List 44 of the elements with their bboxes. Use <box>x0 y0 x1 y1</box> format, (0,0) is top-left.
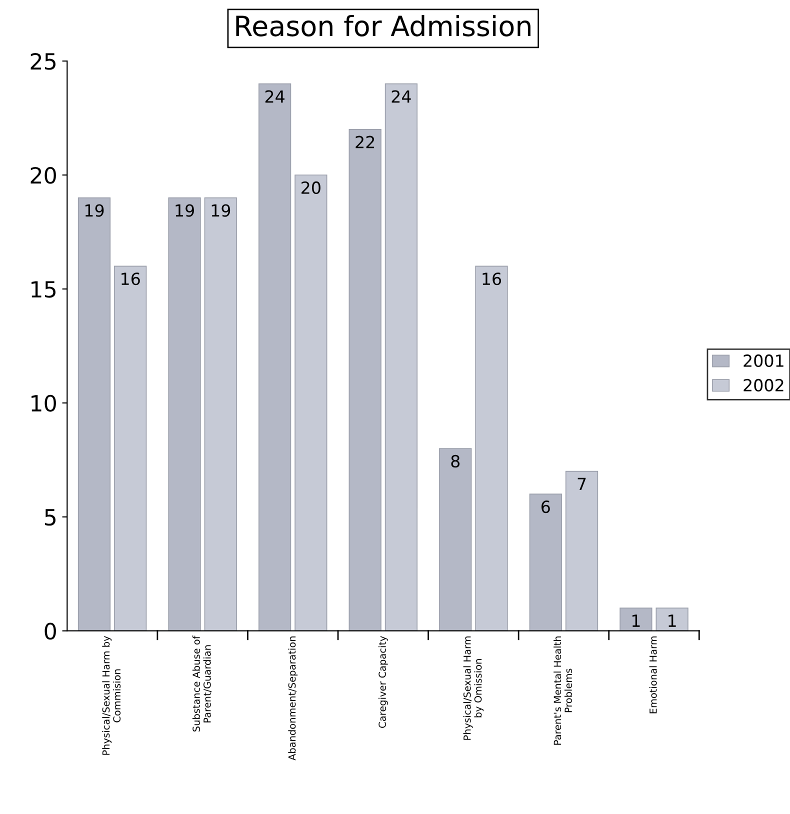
y-tick-label: 5 <box>45 509 56 526</box>
legend-label: 2002 <box>744 378 784 392</box>
legend-label: 2001 <box>744 354 784 368</box>
x-tick-label: Physical/Sexual Harm by Omission <box>463 636 484 740</box>
data-label: 20 <box>302 181 320 194</box>
bar <box>384 83 418 631</box>
data-label: 7 <box>578 478 586 490</box>
data-label: 16 <box>482 272 502 286</box>
bar <box>439 448 472 631</box>
data-label: 16 <box>122 272 140 286</box>
chart-title: Reason for Admission <box>236 14 530 36</box>
data-label: 22 <box>356 136 374 148</box>
bar <box>348 129 382 631</box>
bar <box>656 608 688 631</box>
data-label: 6 <box>542 500 550 514</box>
bar <box>168 197 201 631</box>
data-label: 24 <box>392 90 411 103</box>
y-tick-label: 10 <box>32 394 56 412</box>
x-tick-label: Caregiver Capacity <box>378 636 388 728</box>
x-tick-label: Parent's Mental Health Problems <box>554 636 572 745</box>
y-tick-label: 15 <box>32 281 56 298</box>
y-tick-label: 20 <box>30 166 56 184</box>
bar <box>475 266 508 631</box>
data-label: 19 <box>85 204 104 217</box>
bar <box>294 174 328 631</box>
x-tick-label: Emotional Harm <box>649 636 657 714</box>
data-label: 8 <box>451 454 460 468</box>
data-label: 1 <box>668 614 676 627</box>
data-label: 24 <box>265 90 284 103</box>
bar <box>620 608 652 631</box>
x-tick-label: Physical/Sexual Harm by Commision <box>102 636 121 755</box>
bar <box>529 494 562 631</box>
bar <box>114 266 147 631</box>
bar <box>78 197 111 631</box>
x-tick-label: Abandonment/Separation <box>288 636 298 760</box>
y-tick-label: 0 <box>44 622 56 640</box>
data-label: 19 <box>212 204 230 217</box>
y-tick-label: 25 <box>30 53 56 70</box>
x-tick-label: Substance Abuse of Parent/Guardian <box>192 636 212 732</box>
bar <box>565 470 598 631</box>
data-label: 19 <box>176 204 194 217</box>
bar <box>258 83 292 631</box>
bar <box>204 197 237 631</box>
data-label: 1 <box>632 614 640 627</box>
